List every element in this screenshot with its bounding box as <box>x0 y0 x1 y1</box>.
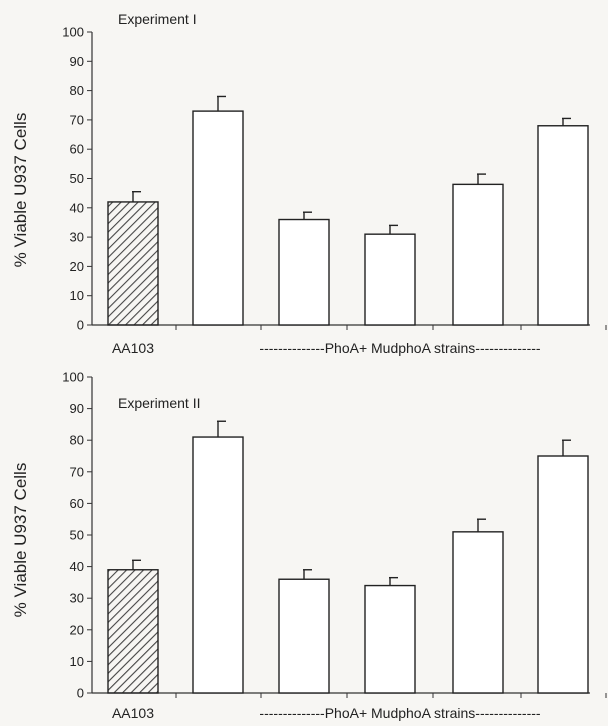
y-axis-label: % Viable U937 Cells <box>11 113 30 268</box>
y-tick-label: 10 <box>70 654 84 669</box>
bar <box>364 233 416 326</box>
y-tick-label: 40 <box>70 200 84 215</box>
y-tick-label: 80 <box>70 433 84 448</box>
chart-title: Experiment I <box>118 11 197 27</box>
bar <box>537 455 589 694</box>
y-tick-label: 60 <box>70 142 84 157</box>
y-tick-label: 80 <box>70 83 84 98</box>
bar <box>452 531 504 694</box>
y-tick-label: 20 <box>70 622 84 637</box>
y-tick-label: 30 <box>70 230 84 245</box>
y-axis-label: % Viable U937 Cells <box>11 463 30 618</box>
y-tick-label: 0 <box>77 686 84 701</box>
y-tick-label: 90 <box>70 54 84 69</box>
category-label: AA103 <box>112 705 154 721</box>
bar <box>278 218 330 326</box>
group-label: --------------PhoA+ MudphoA strains-----… <box>259 705 540 721</box>
bar <box>107 201 159 326</box>
bar <box>107 569 159 694</box>
y-tick-label: 70 <box>70 464 84 479</box>
y-tick-label: 100 <box>62 25 84 40</box>
chart-experiment-1: 0 10 20 30 40 50 60 70 80 90 100 % Viable U937 Cell… <box>11 11 607 356</box>
y-tick-label: 20 <box>70 259 84 274</box>
bar <box>537 125 589 326</box>
bar <box>192 436 244 694</box>
y-tick-label: 10 <box>70 288 84 303</box>
y-tick-label: 90 <box>70 401 84 416</box>
y-tick-label: 100 <box>62 370 84 385</box>
chart-title: Experiment II <box>118 395 200 411</box>
category-label: AA103 <box>112 340 154 356</box>
y-tick-label: 0 <box>77 318 84 333</box>
y-tick-label: 50 <box>70 171 84 186</box>
bar <box>364 584 416 694</box>
bar <box>192 110 244 326</box>
y-tick-label: 60 <box>70 496 84 511</box>
y-tick-label: 30 <box>70 591 84 606</box>
group-label: --------------PhoA+ MudphoA strains-----… <box>259 340 540 356</box>
bar <box>452 183 504 326</box>
y-tick-label: 40 <box>70 559 84 574</box>
chart-experiment-2: 0 10 20 30 40 50 60 70 80 90 100 % Viable U937 Cell… <box>11 370 607 721</box>
y-tick-label: 50 <box>70 528 84 543</box>
y-tick-label: 70 <box>70 112 84 127</box>
bar <box>278 578 330 694</box>
